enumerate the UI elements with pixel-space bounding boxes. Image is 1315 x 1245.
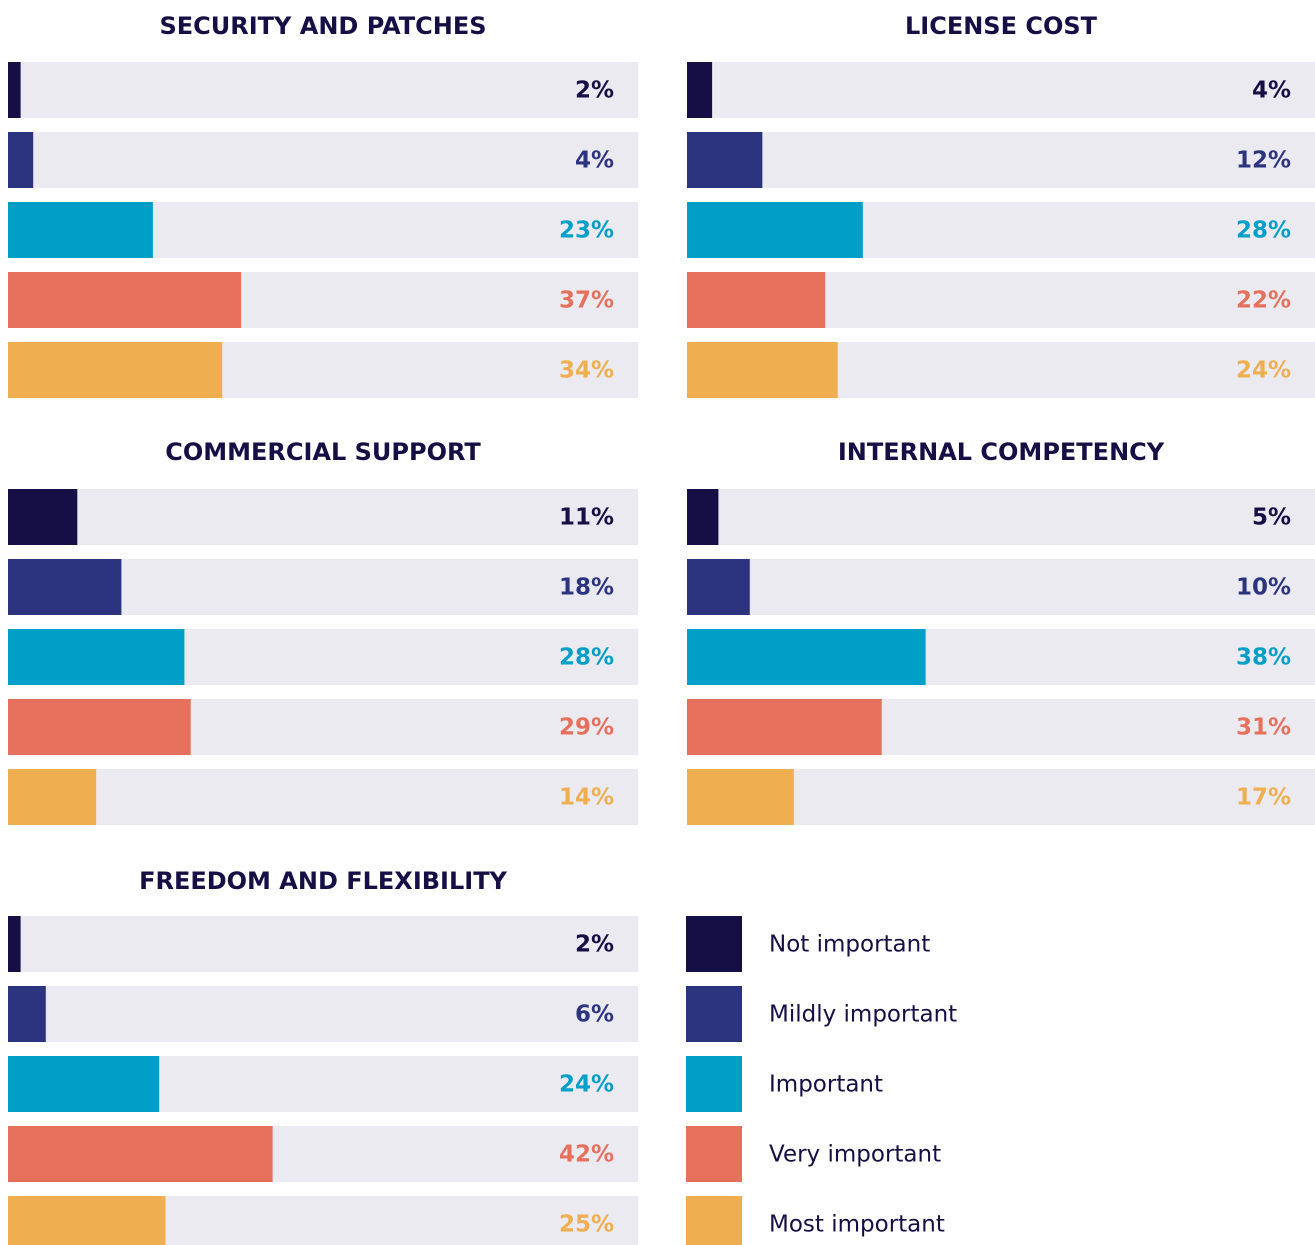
bar	[687, 272, 826, 328]
value-label: 34%	[559, 358, 614, 384]
chart-title: FREEDOM AND FLEXIBILITY	[139, 867, 507, 895]
bar	[8, 1126, 273, 1182]
value-label: 5%	[1252, 505, 1291, 531]
legend-label: Very important	[769, 1142, 941, 1168]
legend-swatch	[686, 916, 742, 972]
bar	[8, 986, 46, 1042]
value-label: 24%	[1236, 358, 1291, 384]
bar-track	[687, 559, 1315, 615]
bar	[8, 489, 78, 545]
bar	[687, 489, 719, 545]
chart-title: SECURITY AND PATCHES	[159, 12, 486, 40]
legend-label: Most important	[769, 1212, 945, 1238]
bar	[8, 629, 185, 685]
bar-track	[8, 769, 638, 825]
bar-track	[8, 916, 638, 972]
bar	[8, 769, 97, 825]
chart-title: LICENSE COST	[905, 12, 1098, 40]
bar-track	[8, 489, 638, 545]
legend-swatch	[686, 1196, 742, 1245]
bar	[8, 202, 153, 258]
bar	[8, 272, 242, 328]
value-label: 29%	[559, 715, 614, 741]
bar	[687, 629, 926, 685]
bar	[687, 699, 882, 755]
bar	[8, 916, 21, 972]
value-label: 22%	[1236, 288, 1291, 314]
bar	[8, 342, 223, 398]
legend-label: Mildly important	[769, 1002, 957, 1028]
value-label: 38%	[1236, 645, 1291, 671]
value-label: 12%	[1236, 148, 1291, 174]
bar	[687, 132, 763, 188]
bar	[8, 62, 21, 118]
bar	[687, 202, 863, 258]
value-label: 24%	[559, 1072, 614, 1098]
value-label: 2%	[575, 78, 614, 104]
legend-swatch	[686, 986, 742, 1042]
bar-track	[687, 62, 1315, 118]
value-label: 14%	[559, 785, 614, 811]
bar-track	[8, 986, 638, 1042]
value-label: 11%	[559, 505, 614, 531]
value-label: 28%	[1236, 218, 1291, 244]
bar-track	[687, 489, 1315, 545]
bar	[687, 62, 713, 118]
legend-swatch	[686, 1056, 742, 1112]
chart-title: COMMERCIAL SUPPORT	[165, 438, 481, 466]
bar-track	[687, 132, 1315, 188]
value-label: 18%	[559, 575, 614, 601]
bar	[8, 559, 122, 615]
chart-title: INTERNAL COMPETENCY	[838, 438, 1165, 466]
value-label: 37%	[559, 288, 614, 314]
bar	[687, 559, 750, 615]
value-label: 42%	[559, 1142, 614, 1168]
value-label: 4%	[575, 148, 614, 174]
value-label: 31%	[1236, 715, 1291, 741]
bar-track	[8, 62, 638, 118]
value-label: 23%	[559, 218, 614, 244]
bar	[8, 132, 34, 188]
value-label: 28%	[559, 645, 614, 671]
bar	[687, 342, 838, 398]
legend-label: Not important	[769, 932, 930, 958]
bar	[687, 769, 794, 825]
value-label: 6%	[575, 1002, 614, 1028]
bar-track	[8, 132, 638, 188]
legend-swatch	[686, 1126, 742, 1182]
value-label: 2%	[575, 932, 614, 958]
value-label: 17%	[1236, 785, 1291, 811]
value-label: 25%	[559, 1212, 614, 1238]
bar	[8, 699, 191, 755]
value-label: 10%	[1236, 575, 1291, 601]
bar	[8, 1056, 160, 1112]
value-label: 4%	[1252, 78, 1291, 104]
bar	[8, 1196, 166, 1245]
legend-label: Important	[769, 1072, 883, 1098]
